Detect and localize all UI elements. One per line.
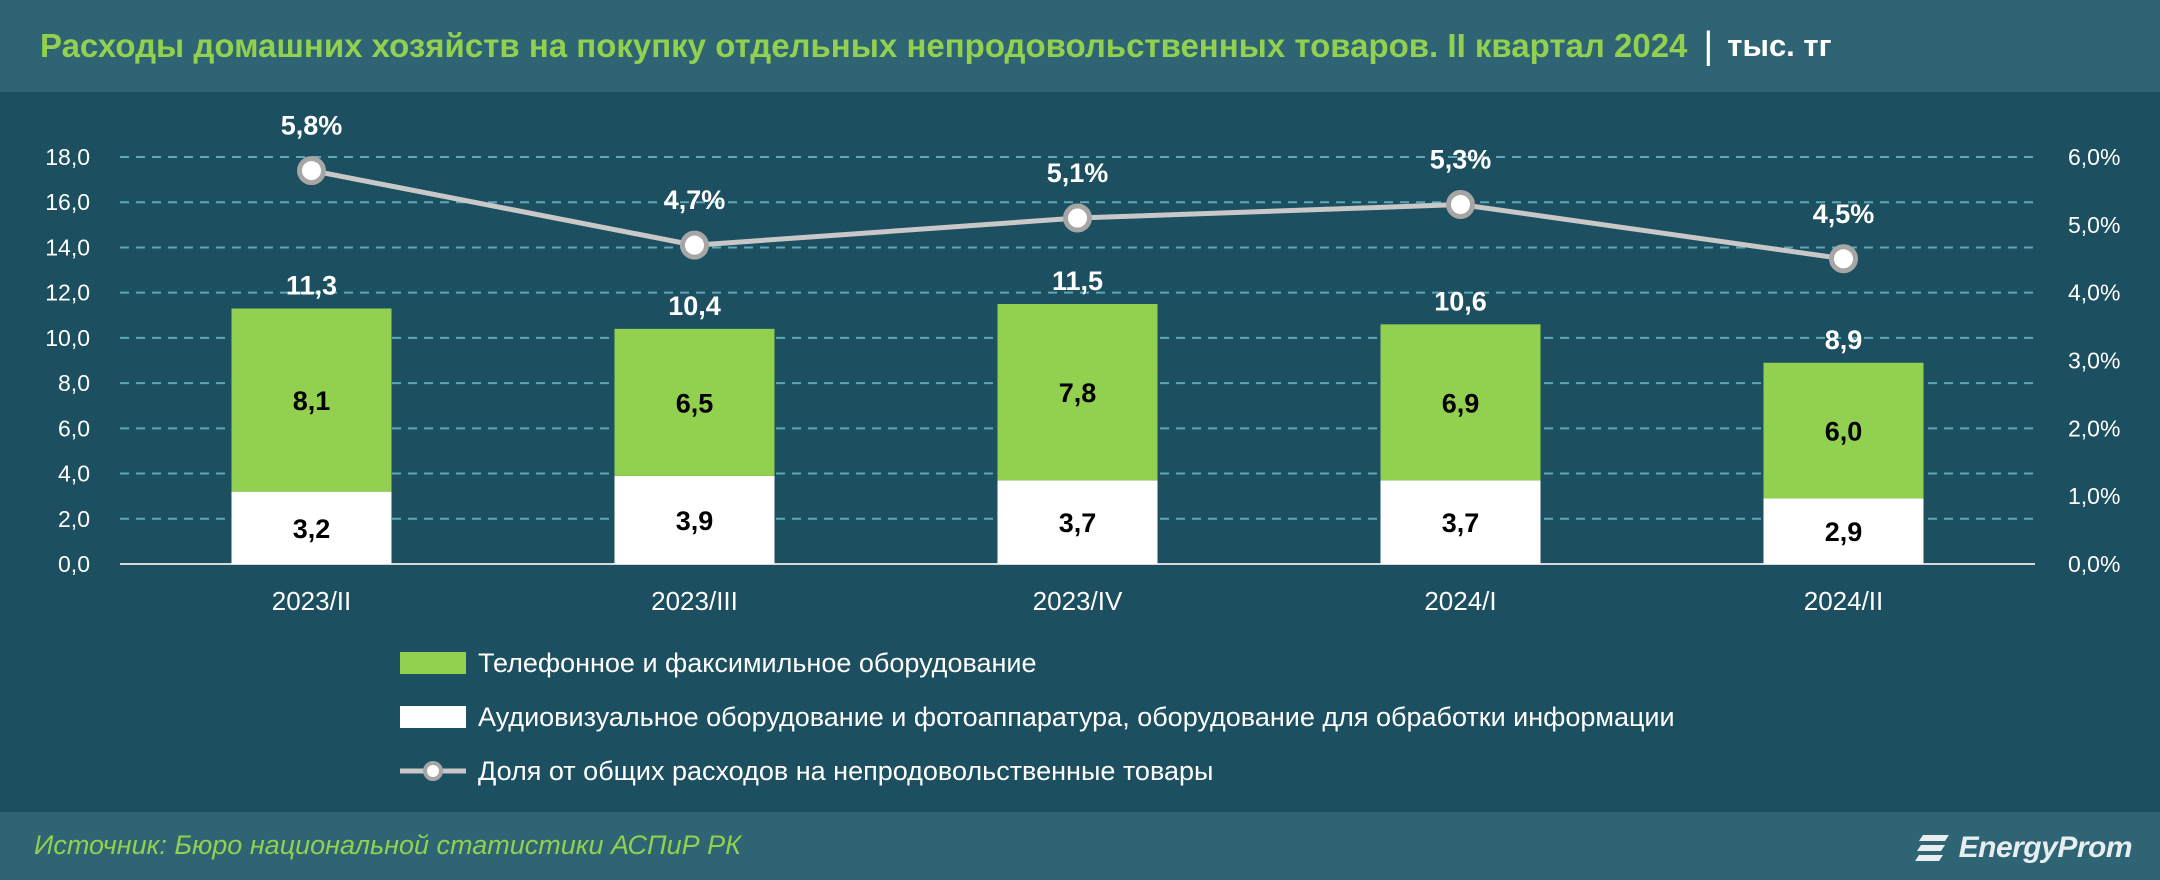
legend-label-share: Доля от общих расходов на непродовольств…: [478, 755, 1214, 786]
bar-phones: [614, 328, 775, 476]
y-tick-label: 16,0: [45, 189, 90, 215]
data-label-phones: 6,5: [676, 388, 714, 418]
data-label-audiovisual: 2,9: [1825, 517, 1863, 547]
legend-swatch-audiovisual: [400, 706, 466, 728]
title-separator: |: [1703, 24, 1714, 67]
y2-tick-label: 1,0%: [2068, 483, 2120, 509]
data-label-phones: 6,9: [1442, 388, 1480, 418]
y-tick-label: 2,0: [58, 506, 90, 532]
share-point: [1829, 244, 1858, 274]
share-point: [1063, 203, 1092, 233]
y-tick-label: 6,0: [58, 415, 90, 441]
data-label-audiovisual: 3,9: [676, 506, 714, 536]
share-label: 4,5%: [1813, 199, 1875, 229]
legend-swatch-phones: [400, 652, 466, 674]
chart-unit: тыс. тг: [1727, 28, 1832, 63]
data-label-phones: 6,0: [1825, 417, 1863, 447]
bar-phones: [1380, 324, 1541, 481]
y2-tick-label: 5,0%: [2068, 212, 2120, 238]
share-point: [1446, 189, 1475, 219]
legend-item-audiovisual: Аудиовизуальное оборудование и фотоаппар…: [400, 690, 1675, 744]
bar-audiovisual: [231, 491, 392, 564]
y2-tick-label: 0,0%: [2068, 551, 2120, 577]
data-label-total: 10,4: [668, 291, 721, 321]
share-label: 5,8%: [281, 111, 343, 141]
y-tick-label: 0,0: [58, 551, 90, 577]
y2-tick-label: 6,0%: [2068, 144, 2120, 170]
data-label-total: 11,5: [1052, 266, 1103, 296]
logo-mark-icon: [1914, 835, 1949, 861]
x-tick-label: 2023/IV: [1033, 586, 1123, 616]
bar-audiovisual: [1763, 498, 1924, 564]
share-point: [680, 230, 709, 260]
y-tick-label: 8,0: [58, 370, 90, 396]
data-label-total: 11,3: [286, 270, 337, 300]
y2-tick-label: 4,0%: [2068, 280, 2120, 306]
y2-tick-label: 3,0%: [2068, 348, 2120, 374]
x-tick-label: 2024/I: [1424, 586, 1496, 616]
energyprom-logo: EnergyProm: [1914, 824, 2133, 872]
y-tick-label: 18,0: [45, 144, 90, 170]
y-tick-label: 12,0: [45, 280, 90, 306]
data-label-audiovisual: 3,7: [1059, 508, 1097, 538]
chart-legend: Телефонное и факсимильное оборудование А…: [400, 636, 1675, 798]
y-tick-label: 10,0: [45, 325, 90, 351]
data-label-audiovisual: 3,7: [1442, 508, 1480, 538]
data-label-phones: 8,1: [293, 386, 331, 416]
x-tick-label: 2023/III: [651, 586, 738, 616]
chart-footer: Источник: Бюро национальной статистики А…: [0, 812, 2160, 880]
logo-text: EnergyProm: [1958, 831, 2133, 864]
x-tick-label: 2024/II: [1804, 586, 1884, 616]
share-point: [297, 156, 326, 186]
data-label-total: 8,9: [1825, 325, 1863, 355]
bar-audiovisual: [1380, 480, 1541, 564]
data-label-total: 10,6: [1434, 286, 1487, 316]
source-note: Источник: Бюро национальной статистики А…: [34, 830, 742, 860]
share-label: 5,1%: [1047, 158, 1109, 188]
legend-label-audiovisual: Аудиовизуальное оборудование и фотоаппар…: [478, 701, 1675, 732]
bar-audiovisual: [997, 480, 1158, 564]
legend-item-share: Доля от общих расходов на непродовольств…: [400, 744, 1675, 798]
data-label-phones: 7,8: [1059, 378, 1097, 408]
share-label: 5,3%: [1430, 144, 1492, 174]
bar-phones: [231, 308, 392, 492]
legend-swatch-share: [400, 761, 466, 781]
chart-header: Расходы домашних хозяйств на покупку отд…: [0, 0, 2160, 92]
chart-plot: 0,0 2,0 4,0 6,0 8,0 10,0 12,0 14,0 16,0 18,0 0,0% 1…: [45, 111, 2120, 616]
legend-label-phones: Телефонное и факсимильное оборудование: [478, 647, 1037, 678]
bar-phones: [997, 303, 1158, 481]
y2-tick-label: 2,0%: [2068, 415, 2120, 441]
chart-title: Расходы домашних хозяйств на покупку отд…: [40, 27, 1688, 64]
share-label: 4,7%: [664, 185, 726, 215]
data-label-audiovisual: 3,2: [293, 514, 331, 544]
x-tick-label: 2023/II: [272, 586, 352, 616]
y-tick-label: 4,0: [58, 461, 90, 487]
legend-item-phones: Телефонное и факсимильное оборудование: [400, 636, 1675, 690]
bar-audiovisual: [614, 475, 775, 564]
y-tick-label: 14,0: [45, 234, 90, 260]
bar-phones: [1763, 362, 1924, 499]
